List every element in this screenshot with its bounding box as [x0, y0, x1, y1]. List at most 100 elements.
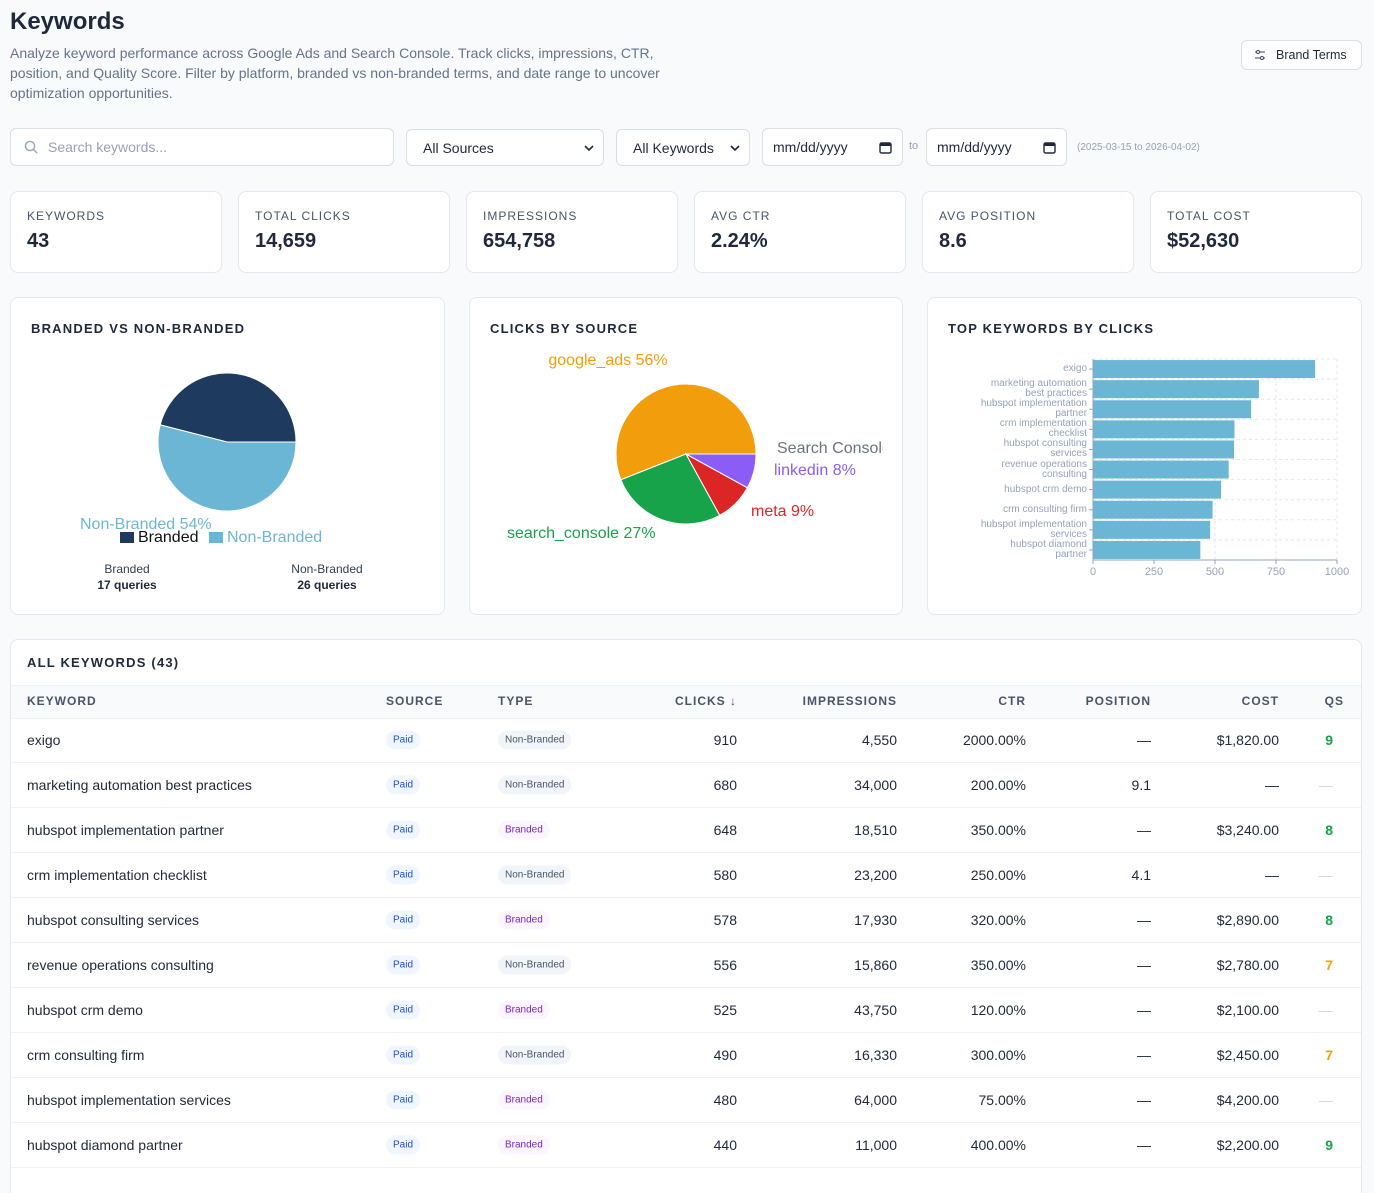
type-badge: Non-Branded	[498, 955, 572, 975]
row-divider	[11, 1122, 1361, 1123]
quality-score-cell: —	[1319, 867, 1333, 883]
source-badge: Paid	[386, 1090, 421, 1110]
start-date-input[interactable]: mm/dd/yyyy	[762, 128, 903, 166]
source-badge: Paid	[386, 865, 421, 885]
metric-cell: 43,750	[854, 1002, 897, 1018]
date-placeholder: mm/dd/yyyy	[773, 139, 848, 155]
metric-cell: —	[1137, 1047, 1151, 1063]
metric-cell: 440	[713, 1137, 737, 1153]
keyword-type-select[interactable]: All Keywords	[616, 129, 750, 166]
source-badge: Paid	[386, 730, 421, 750]
page-description: Analyze keyword performance across Googl…	[10, 45, 660, 101]
quality-score-cell: —	[1319, 1092, 1333, 1108]
source-badge: Paid	[386, 775, 421, 795]
metric-cell: —	[1137, 1092, 1151, 1108]
metric-cell: $4,200.00	[1216, 1092, 1279, 1108]
source-badge: Paid	[386, 910, 421, 930]
row-divider	[11, 1032, 1361, 1033]
metric-cell: 16,330	[854, 1047, 897, 1063]
keyword-cell: hubspot implementation partner	[27, 822, 224, 838]
y-tick-label: marketing automation best practices	[990, 378, 1087, 400]
y-tick-label: crm implementation checklist	[999, 418, 1087, 440]
calendar-icon	[1043, 141, 1056, 154]
metric-cell: $2,780.00	[1216, 957, 1279, 973]
metric-cell: 525	[713, 1002, 737, 1018]
column-header: SOURCE	[386, 694, 444, 708]
chevron	[584, 144, 594, 151]
date-range-note: (2025-03-15 to 2026-04-02)	[1077, 142, 1200, 153]
row-divider	[11, 942, 1361, 943]
metric-cell: —	[1137, 912, 1151, 928]
keyword-cell: hubspot crm demo	[27, 1002, 143, 1018]
metric-cell: 300.00%	[970, 1047, 1026, 1063]
stat-label: TOTAL CLICKS	[255, 209, 351, 223]
row-divider	[11, 762, 1361, 763]
stat-label: TOTAL COST	[1167, 209, 1251, 223]
metric-cell: —	[1137, 957, 1151, 973]
column-header: TYPE	[498, 694, 534, 708]
metric-cell: 120.00%	[970, 1002, 1026, 1018]
metric-cell: 400.00%	[970, 1137, 1026, 1153]
metric-cell: 556	[713, 957, 737, 973]
metric-cell: 64,000	[854, 1092, 897, 1108]
calendar-icon	[879, 141, 892, 154]
y-tick-label: hubspot implementation services	[980, 518, 1087, 540]
page-title: Keywords	[10, 8, 125, 35]
stat-value: 14,659	[255, 230, 317, 252]
quality-score-cell: 9	[1325, 1137, 1333, 1153]
brand-terms-button[interactable]: Brand Terms	[1241, 40, 1362, 70]
y-tick-label: crm consulting firm	[1003, 503, 1087, 515]
metric-cell: 18,510	[854, 822, 897, 838]
search-input[interactable]: Search keywords...	[10, 128, 394, 166]
source-badge: Paid	[386, 820, 421, 840]
metric-cell: —	[1265, 867, 1279, 883]
metric-cell: $2,890.00	[1216, 912, 1279, 928]
row-divider	[11, 807, 1361, 808]
column-header: IMPRESSIONS	[802, 694, 897, 708]
stat-label: AVG CTR	[711, 209, 771, 223]
keyword-cell: revenue operations consulting	[27, 957, 214, 973]
stat-value: 654,758	[483, 230, 556, 252]
row-divider	[11, 987, 1361, 988]
metric-cell: —	[1137, 1137, 1151, 1153]
chart-card	[10, 297, 445, 615]
type-badge: Non-Branded	[498, 865, 572, 885]
end-date-input[interactable]: mm/dd/yyyy	[926, 128, 1067, 166]
type-badge: Branded	[498, 1090, 550, 1110]
stat-label: IMPRESSIONS	[483, 209, 578, 223]
y-tick-label: hubspot implementation partner	[980, 398, 1087, 420]
source-select[interactable]: All Sources	[406, 129, 604, 166]
metric-cell: 580	[713, 867, 737, 883]
type-badge: Non-Branded	[498, 775, 572, 795]
keyword-cell: hubspot diamond partner	[27, 1137, 183, 1153]
metric-cell: —	[1265, 777, 1279, 793]
metric-cell: 648	[713, 822, 737, 838]
chart-title: BRANDED VS NON-BRANDED	[31, 321, 246, 336]
quality-score-cell: 9	[1325, 732, 1333, 748]
source-badge: Paid	[386, 1045, 421, 1065]
quality-score-cell: —	[1319, 1002, 1333, 1018]
metric-cell: —	[1137, 1002, 1151, 1018]
stat-card	[10, 191, 222, 273]
quality-score-cell: —	[1319, 777, 1333, 793]
select-value: All Sources	[423, 139, 494, 156]
metric-cell: $2,200.00	[1216, 1137, 1279, 1153]
metric-cell: 200.00%	[970, 777, 1026, 793]
metric-cell: 4.1	[1131, 867, 1151, 883]
row-divider	[11, 1077, 1361, 1078]
chart-title: TOP KEYWORDS BY CLICKS	[948, 321, 1155, 336]
metric-cell: 75.00%	[978, 1092, 1026, 1108]
metric-cell: $3,240.00	[1216, 822, 1279, 838]
metric-cell: 15,860	[854, 957, 897, 973]
column-header: QS	[1324, 694, 1344, 708]
source-badge: Paid	[386, 1000, 421, 1020]
metric-cell: 2000.00%	[962, 732, 1026, 748]
row-divider	[11, 852, 1361, 853]
metric-cell: —	[1137, 732, 1151, 748]
table-card	[10, 639, 1362, 1193]
search-icon	[24, 140, 38, 154]
stat-card	[1150, 191, 1362, 273]
metric-cell: 17,930	[854, 912, 897, 928]
